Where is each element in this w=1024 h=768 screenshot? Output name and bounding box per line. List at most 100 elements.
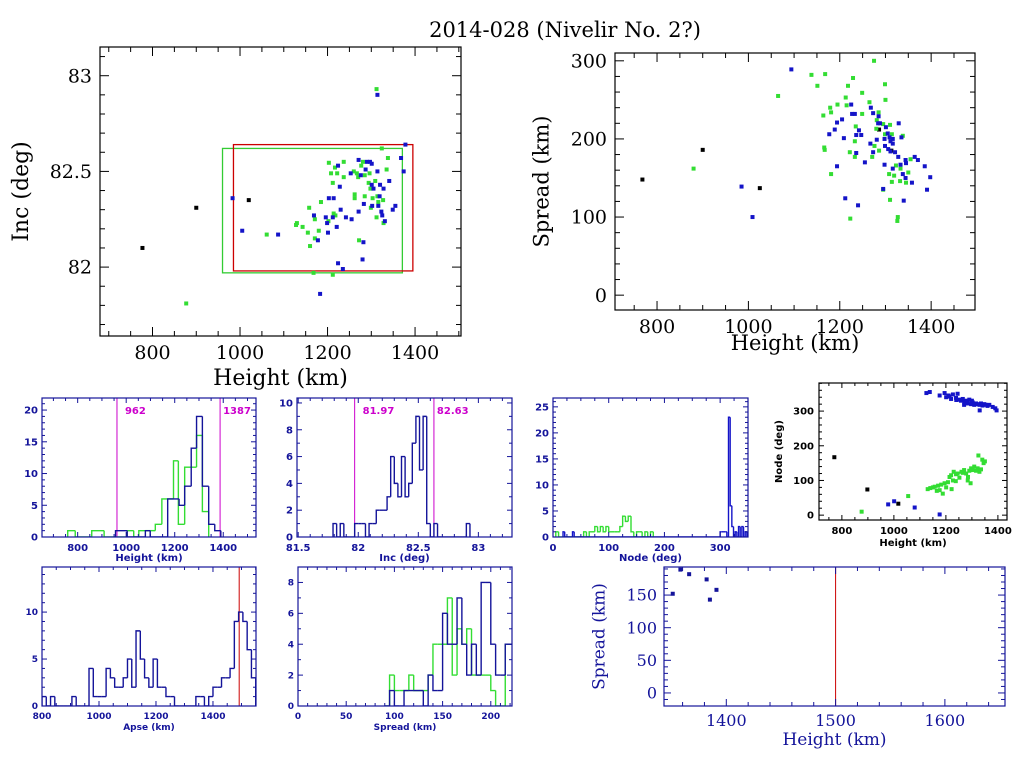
- scatter-point-green: [883, 82, 887, 87]
- histogram-bin-blue: [195, 695, 201, 706]
- scatter-point-blue: [393, 203, 398, 208]
- x-tick-label: 200: [654, 543, 675, 554]
- scatter-point-green: [362, 194, 367, 199]
- y-tick-label: 10: [24, 469, 38, 480]
- histogram-bin-blue: [49, 695, 55, 706]
- scatter-point-black: [896, 501, 901, 506]
- histogram-bin-blue: [573, 531, 721, 537]
- node-histogram-panel: 0 100 200 300 0 5 10 15 20 25 Node (deg): [535, 397, 749, 564]
- scatter-point-green: [333, 213, 338, 218]
- y-tick-label: 200: [571, 129, 607, 151]
- x-tick-label: 1400: [200, 712, 225, 722]
- histogram-bin-green: [456, 628, 462, 676]
- scatter-point-blue: [311, 213, 316, 218]
- scatter-point-green: [874, 126, 879, 131]
- histogram-bin-blue: [183, 485, 192, 506]
- scatter-point-green: [326, 160, 331, 165]
- histogram-bin-blue: [433, 522, 438, 537]
- scatter-point-green: [823, 72, 828, 77]
- scatter-point-blue: [714, 587, 719, 592]
- scatter-point-blue: [912, 154, 917, 159]
- x-axis-label: Spread (km): [374, 723, 437, 733]
- histogram-bin-blue: [386, 496, 391, 511]
- histogram-bin-green: [408, 674, 414, 691]
- scatter-point-green: [374, 87, 379, 92]
- scatter-point-blue: [827, 132, 832, 137]
- histogram-bin-blue: [426, 416, 431, 525]
- scatter-point-blue: [361, 240, 366, 245]
- histogram-bin-blue: [422, 415, 427, 470]
- scatter-point-green: [300, 224, 305, 229]
- scatter-point-green: [950, 478, 955, 483]
- scatter-point-green: [888, 122, 893, 127]
- histogram-bin-blue: [353, 522, 359, 537]
- y-tick-label: 5: [31, 501, 38, 512]
- histogram-bin-blue: [220, 677, 226, 688]
- y-tick-label: 0: [807, 511, 814, 522]
- scatter-point-green: [940, 491, 945, 496]
- scatter-point-green: [341, 175, 346, 180]
- x-axis-label: Apse (km): [123, 723, 175, 733]
- selection-rect: [232, 143, 414, 272]
- histogram-bin-blue: [415, 415, 420, 444]
- scatter-point-green: [892, 173, 897, 178]
- x-tick-label: 1000: [724, 316, 772, 338]
- scatter-point-green: [908, 157, 913, 162]
- x-tick-label: 82.5: [406, 543, 431, 554]
- scatter-point-blue: [898, 162, 903, 167]
- scatter-point-green: [957, 475, 962, 480]
- scatter-point-green: [970, 468, 975, 473]
- histogram-bin-blue: [388, 689, 395, 706]
- x-tick-label: 800: [67, 543, 88, 554]
- histogram-bin-green: [465, 628, 472, 645]
- scatter-point-blue: [927, 390, 932, 395]
- histogram-bin-green: [619, 525, 623, 532]
- histogram-bin-blue: [214, 524, 221, 532]
- x-tick-label: 150: [433, 712, 452, 722]
- histogram-bin-blue: [427, 674, 433, 706]
- histogram-bin-green: [641, 531, 645, 537]
- scatter-point-green: [308, 244, 313, 249]
- scatter-point-black: [246, 198, 251, 203]
- histogram-bin-blue: [364, 523, 370, 537]
- histogram-bin-blue: [109, 668, 115, 679]
- scatter-point-blue: [888, 139, 893, 144]
- histogram-bin-green: [602, 526, 606, 533]
- histogram-bin-green: [585, 531, 590, 537]
- scatter-point-blue: [868, 105, 873, 110]
- y-tick-label: 100: [626, 618, 657, 637]
- histogram-bin-blue: [429, 523, 434, 537]
- y-tick-label: 50: [637, 651, 657, 670]
- scatter-point-green: [381, 198, 386, 203]
- scatter-point-green: [376, 200, 381, 205]
- scatter-point-blue: [954, 397, 959, 402]
- histogram-bin-green: [412, 675, 419, 692]
- scatter-point-green: [904, 180, 909, 185]
- spread-vs-height-zoom-panel: 1400 1500 1600 0 50 100 150 Height (km) Spread (…: [590, 566, 1006, 750]
- histogram-bin-blue: [404, 456, 409, 498]
- x-tick-label: 800: [639, 316, 675, 338]
- histogram-bin-blue: [139, 630, 145, 660]
- scatter-point-green: [876, 110, 881, 115]
- scatter-point-blue: [687, 572, 692, 577]
- scatter-point-blue: [380, 213, 385, 218]
- scatter-point-blue: [904, 161, 909, 166]
- y-tick-label: 6: [288, 609, 294, 619]
- histogram-bin-blue: [422, 690, 429, 706]
- histogram-bin-green: [427, 674, 433, 691]
- scatter-point-green: [852, 139, 857, 144]
- histogram-bin-blue: [71, 695, 77, 706]
- axis-ticks: [615, 53, 975, 310]
- histogram-bin-blue: [480, 581, 486, 676]
- scatter-point-blue: [336, 261, 341, 266]
- scatter-point-green: [305, 230, 310, 235]
- x-tick-label: 1200: [303, 342, 351, 364]
- scatter-point-green: [843, 95, 848, 100]
- histogram-bin-blue: [368, 522, 373, 537]
- x-axis-label: Node (deg): [619, 553, 682, 564]
- histogram-bin-blue: [736, 531, 739, 537]
- histogram-bin-blue: [122, 677, 128, 688]
- histogram-bin-blue: [113, 677, 119, 688]
- histogram-bin-blue: [731, 505, 734, 528]
